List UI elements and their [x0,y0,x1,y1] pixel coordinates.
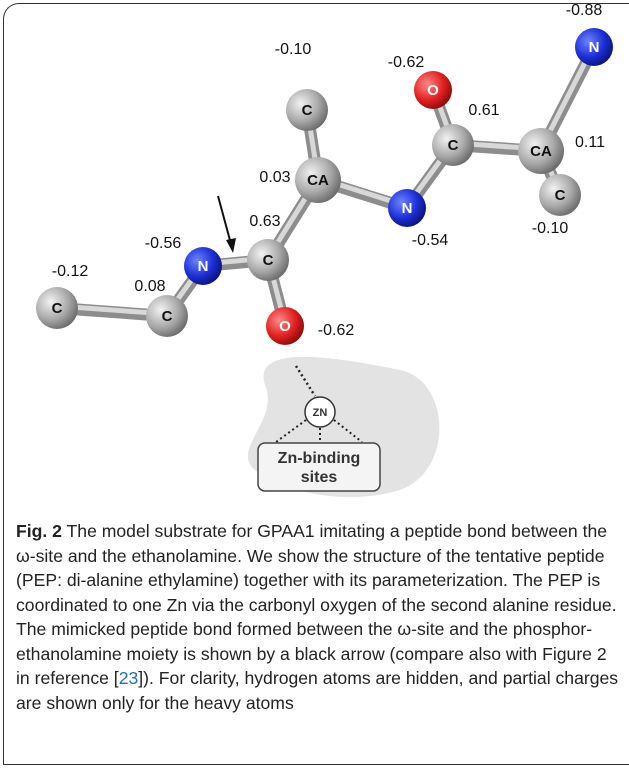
charge-label: 0.61 [468,102,499,119]
charge-label: -0.56 [145,235,182,252]
caption-text: The model substrate for GPAA1 imitating … [16,521,617,688]
charge-label: -0.10 [275,41,312,58]
sites-label: sites [301,469,338,486]
atom-label: C [263,252,274,269]
page: ZN Zn-binding sites C -0.12 C 0.08 N -0.56 C 0.… [0,0,629,770]
atom-label: C [448,137,459,154]
charge-label: -0.62 [318,322,355,339]
charge-label: 0.11 [575,134,605,151]
atom-label: CA [530,143,552,160]
atom-label: C [555,187,566,204]
atom-label: C [302,102,313,119]
charge-label: 0.63 [249,213,280,230]
charge-label: 0.08 [134,278,165,295]
zinc-label: ZN [313,407,328,419]
arrowhead [226,238,236,253]
atom-label: N [198,258,209,275]
atom-label: O [279,318,291,335]
charge-label: -0.10 [532,220,569,237]
atoms: C-0.12C0.08N-0.56C0.63O-0.62CA0.03C-0.10… [36,2,613,345]
charge-label: -0.54 [412,232,449,249]
charge-label: 0.03 [259,169,290,186]
reference-link[interactable]: 23 [119,668,139,688]
caption: Fig. 2 The model substrate for GPAA1 imi… [16,519,620,715]
atom-label: C [52,300,63,317]
atom-label: CA [307,172,329,189]
atom-label: N [589,39,600,56]
charge-label: -0.12 [52,263,89,280]
sites-label: Zn-binding [278,450,361,467]
charge-label: -0.88 [566,2,603,19]
atom-label: O [427,82,439,99]
molecule-diagram: ZN Zn-binding sites C -0.12 C 0.08 N -0.56 C 0.… [0,0,629,510]
atom-label: C [162,308,173,325]
arrow [218,196,231,244]
charge-label: -0.62 [388,54,425,71]
caption-label: Fig. 2 [16,521,62,541]
atom-label: N [402,200,413,217]
